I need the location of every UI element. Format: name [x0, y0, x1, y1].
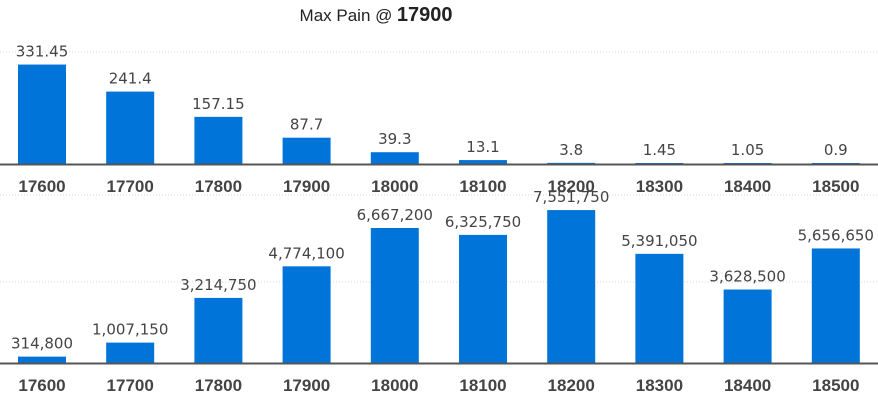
data-label: 6,325,750 [445, 213, 521, 231]
tick-label: 17800 [195, 177, 242, 196]
data-label: 0.9 [824, 141, 848, 159]
tick-label: 17600 [18, 177, 65, 196]
bar-18100 [459, 234, 507, 363]
bar-17800 [194, 116, 243, 164]
data-label: 1.45 [643, 141, 676, 159]
bar-18000 [370, 227, 419, 363]
data-label: 314,800 [11, 335, 73, 353]
data-label: 3,214,750 [180, 276, 256, 294]
tick-label: 18100 [459, 376, 506, 395]
tick-label: 17900 [283, 376, 330, 395]
tick-label: 18200 [548, 376, 595, 395]
tick-label: 18000 [371, 376, 418, 395]
bar-17600 [18, 356, 66, 363]
data-label: 3,628,500 [709, 268, 785, 286]
open-interest-bar-chart: 314,800 17600 1,007,150 17700 3,214,750 17800… [0, 188, 878, 395]
tick-label: 17700 [107, 177, 154, 196]
data-label: 3.8 [559, 141, 583, 159]
data-label: 87.7 [290, 116, 323, 134]
tick-label: 18000 [371, 177, 418, 196]
data-label: 331.45 [16, 43, 69, 61]
data-label: 1.05 [731, 141, 764, 159]
data-label: 1,007,150 [92, 321, 168, 339]
bar-17900 [282, 137, 331, 164]
tick-label: 18400 [724, 177, 771, 196]
tick-label: 18300 [636, 376, 683, 395]
tick-label: 17600 [18, 376, 65, 395]
tick-label: 17800 [195, 376, 242, 395]
bar-18500 [811, 248, 860, 363]
chart-title-value: 17900 [396, 4, 453, 26]
bar-17700 [106, 91, 155, 164]
data-label: 13.1 [466, 138, 499, 156]
premium-bar-chart: 331.45 17600 241.4 17700 157.15 17800 87.7 1790… [0, 43, 878, 196]
data-label: 7,551,750 [533, 188, 609, 206]
tick-label: 18500 [812, 177, 859, 196]
bar-18100 [459, 160, 507, 164]
bar-17900 [282, 266, 331, 363]
chart-title: Max Pain @ 17900 [0, 4, 752, 27]
data-label: 4,774,100 [268, 244, 344, 262]
data-label: 6,667,200 [357, 206, 433, 224]
tick-label: 18500 [812, 376, 859, 395]
tick-label: 18100 [459, 177, 506, 196]
tick-label: 17900 [283, 177, 330, 196]
chart-title-text: Max Pain @ [299, 6, 393, 25]
tick-label: 18400 [724, 376, 771, 395]
data-label: 157.15 [192, 95, 245, 113]
bar-18200 [547, 210, 596, 363]
tick-label: 17700 [107, 376, 154, 395]
bar-17700 [106, 342, 155, 363]
data-label: 5,391,050 [621, 232, 697, 250]
bar-18400 [723, 289, 772, 363]
bar-18200 [547, 162, 596, 164]
bar-18300 [635, 253, 684, 363]
data-label: 241.4 [109, 70, 152, 88]
tick-label: 18300 [636, 177, 683, 196]
data-label: 39.3 [378, 130, 411, 148]
tick-label: 18200 [548, 177, 595, 196]
data-label: 5,656,650 [798, 226, 874, 244]
bar-18000 [370, 152, 419, 164]
bar-17600 [18, 64, 66, 164]
bar-17800 [194, 297, 243, 363]
